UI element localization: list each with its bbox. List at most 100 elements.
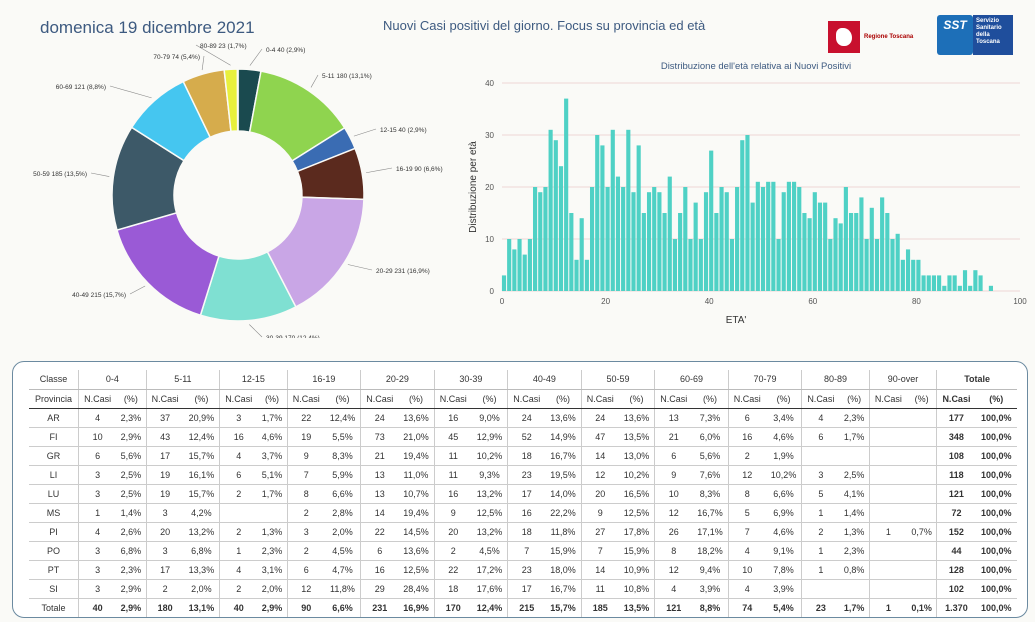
header-cases: N.Casi xyxy=(654,389,693,409)
pct-cell: 2,9% xyxy=(257,598,288,617)
header-class-2: 12-15 xyxy=(219,370,288,390)
cases-cell: 2 xyxy=(146,579,184,599)
header-class-3: 16-19 xyxy=(287,370,362,390)
pct-cell: 2,5% xyxy=(116,484,147,504)
pct-cell: 28,4% xyxy=(398,579,435,599)
pct-cell: 15,7% xyxy=(183,446,221,466)
table-row: PI 4 2,6% 20 13,2% 2 1,3% 3 2,0% 22 14,5% 20 13,2% 18… xyxy=(29,522,1017,542)
pct-cell: 14,0% xyxy=(545,484,582,504)
pct-cell xyxy=(906,408,938,428)
pct-cell: 6,9% xyxy=(765,503,803,523)
header-pct: (%) xyxy=(839,389,870,409)
donut-leader-line xyxy=(129,285,146,295)
cases-cell xyxy=(219,503,258,523)
pct-cell: 2,5% xyxy=(839,465,870,485)
donut-label-12-15: 12-15 40 (2,9%) xyxy=(380,127,427,134)
province-cell: FI xyxy=(29,427,80,447)
cases-cell: 22 xyxy=(434,560,472,580)
pct-cell: 2,9% xyxy=(116,598,147,617)
pct-cell: 11,8% xyxy=(545,522,582,542)
pct-cell: 13,5% xyxy=(618,427,656,447)
pct-cell: 4,6% xyxy=(765,522,803,542)
histogram-bar xyxy=(522,254,527,291)
histogram-bar xyxy=(507,239,512,291)
pct-cell: 16,7% xyxy=(545,446,582,466)
x-tick-label: 40 xyxy=(705,297,714,306)
cases-cell: 4 xyxy=(801,408,840,428)
pct-cell: 12,4% xyxy=(471,598,509,617)
pct-cell: 1,7% xyxy=(839,598,870,617)
histogram-bar xyxy=(543,187,548,291)
cases-cell: 8 xyxy=(654,541,693,561)
pct-cell: 15,7% xyxy=(183,484,221,504)
pct-cell: 19,4% xyxy=(398,446,435,466)
cases-cell: 13 xyxy=(360,465,399,485)
pct-cell: 15,9% xyxy=(545,541,582,561)
pct-cell xyxy=(906,465,938,485)
pct-cell: 1,7% xyxy=(257,408,288,428)
cases-cell: 24 xyxy=(507,408,546,428)
cases-cell: 3 xyxy=(78,465,117,485)
pct-cell: 1,4% xyxy=(839,503,870,523)
cases-cell: 180 xyxy=(157,602,173,613)
header-total-pct: (%) xyxy=(975,389,1017,409)
cases-cell: 2 xyxy=(434,541,472,561)
pct-cell: 5,6% xyxy=(692,446,729,466)
cases-cell: 9 xyxy=(581,503,619,523)
histogram-bar xyxy=(874,239,880,291)
cases-cell: 7 xyxy=(728,522,766,542)
pct-cell: 12,5% xyxy=(471,503,509,523)
cases-cell: 12 xyxy=(581,465,619,485)
pct-cell xyxy=(839,579,870,599)
pct-cell: 2,5% xyxy=(116,465,147,485)
header-class-4: 20-29 xyxy=(360,370,435,390)
cases-cell: 121 xyxy=(666,602,682,613)
cases-cell xyxy=(869,427,907,447)
histogram-bar xyxy=(786,181,791,291)
cases-cell: 13 xyxy=(360,484,399,504)
cases-cell: 17 xyxy=(507,484,546,504)
header-class-9: 70-79 xyxy=(728,370,803,390)
cases-cell: 20 xyxy=(581,484,619,504)
cases-cell: 4 xyxy=(78,408,117,428)
pegasus-icon xyxy=(828,21,860,53)
pct-cell: 12,5% xyxy=(398,560,435,580)
cases-cell: 20 xyxy=(146,522,184,542)
histogram-bar xyxy=(626,129,631,291)
histogram-bar xyxy=(807,218,812,291)
histogram-bar xyxy=(854,213,859,291)
total-pct-cell: 100,0% xyxy=(975,465,1017,485)
header-pct: (%) xyxy=(398,389,435,409)
cases-cell: 6 xyxy=(654,446,693,466)
pct-cell: 7,6% xyxy=(692,465,729,485)
cases-cell: 21 xyxy=(654,427,693,447)
cases-cell: 3 xyxy=(801,465,840,485)
pct-cell: 15,9% xyxy=(618,541,656,561)
histogram-bar xyxy=(973,270,978,291)
histogram-bar xyxy=(880,197,885,291)
histogram-bar xyxy=(859,197,864,291)
header-class-7: 50-59 xyxy=(581,370,656,390)
histogram-bar xyxy=(527,239,532,291)
header-pct: (%) xyxy=(183,389,221,409)
pct-cell: 12,4% xyxy=(183,427,221,447)
cases-cell: 14 xyxy=(581,560,619,580)
pct-cell: 13,6% xyxy=(398,408,435,428)
pct-cell: 2,9% xyxy=(116,427,147,447)
cases-cell: 3 xyxy=(287,522,325,542)
donut-leader-line xyxy=(249,48,263,66)
cases-cell: 6 xyxy=(287,560,325,580)
cases-cell: 12 xyxy=(287,579,325,599)
pct-cell: 13,0% xyxy=(618,446,656,466)
y-tick-label: 0 xyxy=(490,287,495,296)
cases-cell: 11 xyxy=(581,579,619,599)
cases-cell xyxy=(869,541,907,561)
header-pct: (%) xyxy=(471,389,509,409)
donut-label-70-79: 70-79 74 (5,4%) xyxy=(153,54,200,61)
pct-cell: 18,2% xyxy=(692,541,729,561)
cases-cell: 12 xyxy=(654,503,693,523)
pct-cell: 9,3% xyxy=(471,465,509,485)
histogram-bar xyxy=(937,275,942,291)
cases-cell: 45 xyxy=(434,427,472,447)
cases-cell xyxy=(801,579,840,599)
